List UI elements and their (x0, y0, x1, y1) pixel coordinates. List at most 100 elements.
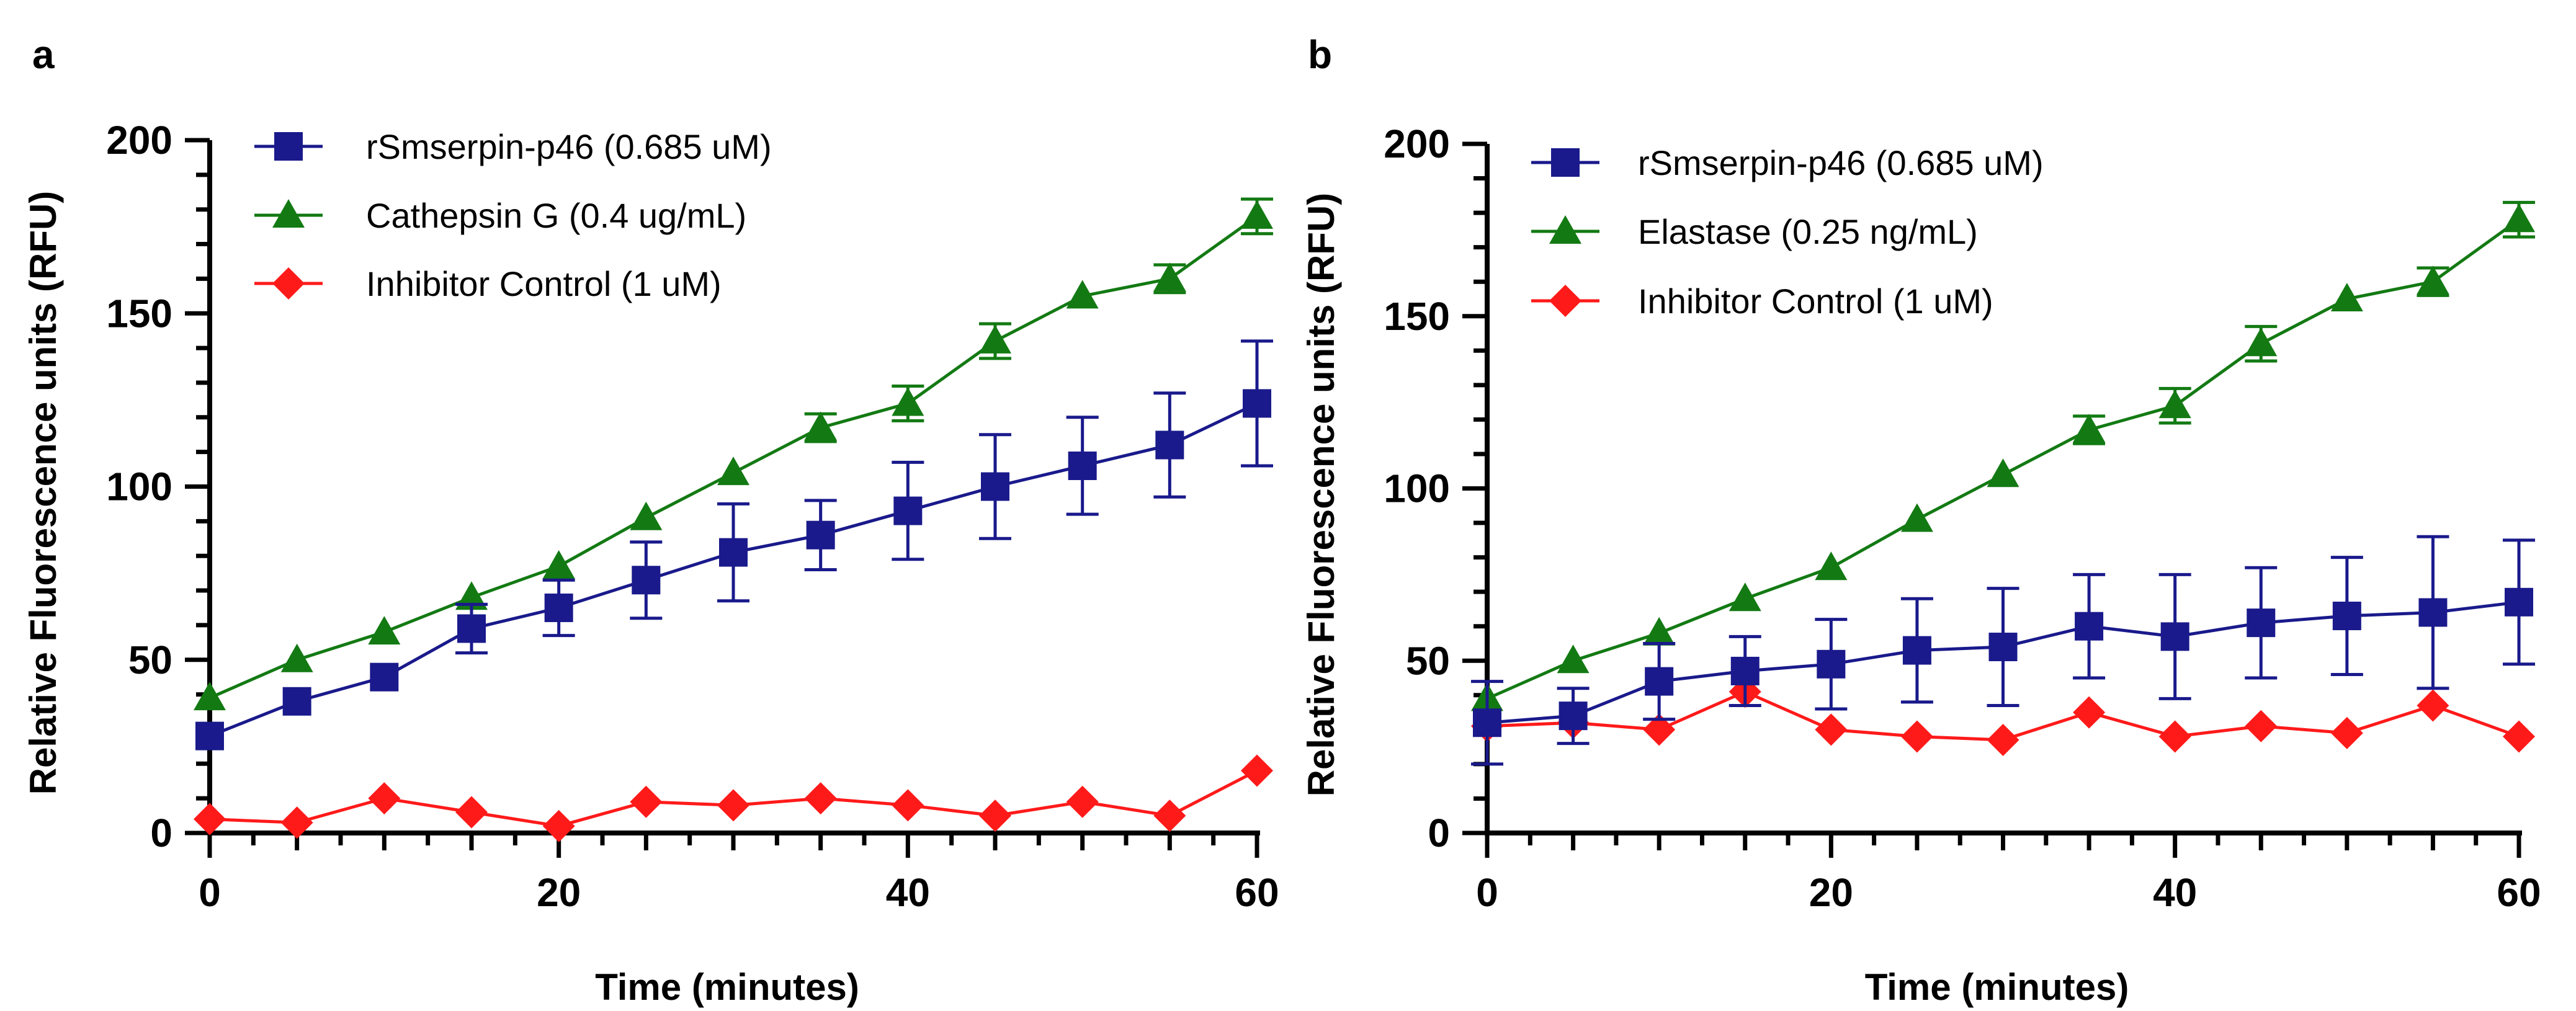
data-point (2503, 720, 2535, 753)
y-tick-label: 0 (1428, 811, 1450, 855)
data-point (195, 721, 224, 750)
data-point (1066, 280, 1099, 309)
data-point (2417, 265, 2449, 295)
data-point (632, 566, 661, 595)
data-point (1243, 389, 1271, 418)
data-point (455, 796, 488, 829)
data-point (2075, 612, 2104, 641)
legend: rSmserpin-p46 (0.685 uM) Cathepsin G (0.4… (254, 127, 772, 303)
legend-marker (1551, 148, 1580, 177)
data-point (542, 809, 575, 842)
data-point (457, 614, 486, 643)
data-point (2247, 608, 2276, 638)
data-point (2245, 710, 2278, 742)
legend-item: rSmserpin-p46 (0.685 uM) (1531, 143, 2044, 182)
legend-label: Inhibitor Control (1 uM) (366, 264, 722, 303)
data-point (1643, 713, 1676, 746)
series-square (195, 339, 1273, 750)
data-point (1473, 708, 1501, 737)
data-point (1155, 430, 1184, 460)
data-point (1068, 451, 1097, 480)
x-tick-label: 20 (1809, 870, 1853, 915)
data-point (1987, 458, 2019, 488)
data-point (370, 662, 399, 692)
legend-item: Cathepsin G (0.4 ug/mL) (254, 196, 746, 235)
x-tick-label: 0 (199, 870, 221, 915)
chart-panel-a: a 0 20 40 60 0 50 100 150 200 Time (minutes) Relati… (22, 32, 1279, 1008)
x-tick-label: 60 (1235, 870, 1279, 915)
data-point (1900, 503, 1933, 532)
legend-marker (1549, 285, 1581, 317)
legend-item: rSmserpin-p46 (0.685 uM) (254, 127, 772, 166)
legend-marker (272, 199, 305, 228)
data-point (2418, 598, 2448, 627)
data-point (2417, 689, 2449, 722)
data-point (1987, 724, 2019, 757)
x-tick-label: 0 (1476, 870, 1498, 915)
y-axis-title: Relative Fluorescence units (RFU) (22, 191, 64, 795)
legend-marker (274, 132, 303, 161)
x-tick-label: 40 (886, 870, 930, 915)
data-point (1557, 644, 1590, 674)
legend-marker (1549, 215, 1581, 244)
y-tick-label: 200 (106, 118, 172, 163)
legend-label: Elastase (0.25 ng/mL) (1638, 212, 1978, 251)
data-point (194, 803, 226, 835)
y-tick-label: 100 (106, 465, 172, 509)
legend: rSmserpin-p46 (0.685 uM) Elastase (0.25 n… (1531, 143, 2044, 321)
data-point (2158, 720, 2191, 753)
data-point (979, 799, 1011, 832)
data-point (806, 520, 835, 550)
x-tick-label: 40 (2153, 870, 2197, 915)
data-point (1729, 582, 1761, 612)
data-point (804, 782, 837, 815)
data-point (542, 550, 575, 579)
data-point (1241, 754, 1273, 787)
data-point (368, 616, 401, 645)
data-point (2073, 414, 2106, 443)
legend-label: Inhibitor Control (1 uM) (1638, 282, 1993, 321)
data-point (981, 472, 1009, 501)
y-tick-label: 200 (1384, 122, 1450, 166)
data-point (1988, 633, 2018, 662)
y-axis-title: Relative Fluorescence units (RFU) (1300, 193, 1342, 797)
data-point (630, 501, 663, 530)
y-tick-label: 50 (128, 638, 172, 682)
x-tick-label: 20 (537, 870, 581, 915)
data-point (630, 785, 663, 818)
series-triangle (194, 197, 1273, 711)
data-point (1902, 636, 1931, 665)
data-point (719, 538, 748, 567)
data-point (282, 687, 311, 716)
legend-label: Cathepsin G (0.4 ug/mL) (366, 196, 746, 235)
series-diamond (194, 754, 1273, 842)
x-axis-title: Time (minutes) (1865, 966, 2129, 1008)
data-point (1241, 200, 1273, 229)
data-point (1153, 262, 1186, 292)
y-tick-label: 150 (1384, 294, 1450, 339)
data-point (544, 593, 573, 622)
data-point (368, 782, 401, 815)
data-point (1815, 713, 1848, 746)
data-point (1815, 551, 1848, 581)
data-point (1643, 617, 1676, 646)
data-point (2330, 282, 2363, 311)
series-triangle (1471, 200, 2535, 711)
y-tick-label: 100 (1384, 466, 1450, 511)
legend-label: rSmserpin-p46 (0.685 uM) (1638, 143, 2044, 182)
data-point (1817, 649, 1846, 679)
data-point (280, 643, 313, 672)
series-square (1471, 535, 2535, 766)
chart-panel-b: b 0 20 40 60 0 50 100 150 200 Time (minutes) Relati… (1300, 32, 2541, 1008)
legend-marker (272, 267, 305, 300)
data-point (1645, 667, 1674, 696)
data-point (455, 581, 488, 610)
y-tick-label: 0 (150, 811, 172, 855)
y-tick-label: 150 (106, 291, 172, 336)
y-tick-label: 50 (1406, 638, 1450, 683)
legend-label: rSmserpin-p46 (0.685 uM) (366, 127, 772, 166)
data-point (2158, 390, 2191, 419)
data-point (1730, 656, 1760, 685)
legend-item: Elastase (0.25 ng/mL) (1531, 212, 1978, 251)
